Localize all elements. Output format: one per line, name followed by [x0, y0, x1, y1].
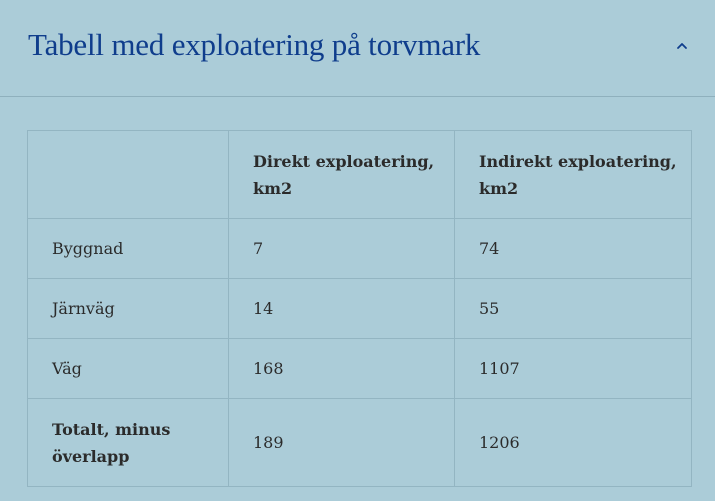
- direct-value: 7: [228, 218, 455, 279]
- direct-value: 14: [228, 278, 455, 339]
- indirect-value: 1107: [454, 338, 692, 399]
- indirect-value: 74: [454, 218, 692, 279]
- indirect-value: 55: [454, 278, 692, 339]
- table-row: Järnväg 14 55: [27, 278, 692, 339]
- direct-value: 168: [228, 338, 455, 399]
- header-cell-empty: [27, 130, 229, 219]
- table-row: Väg 168 1107: [27, 338, 692, 399]
- table-header-row: Direkt exploatering, km2 Indirekt exploa…: [27, 130, 692, 219]
- header-cell-indirect: Indirekt exploatering, km2: [454, 130, 692, 219]
- accordion-title[interactable]: Tabell med exploatering på torvmark: [28, 27, 481, 62]
- row-label: Järnväg: [27, 278, 229, 339]
- chevron-up-icon[interactable]: [672, 38, 692, 54]
- row-label: Byggnad: [27, 218, 229, 279]
- header-cell-direct: Direkt exploatering, km2: [228, 130, 455, 219]
- total-indirect-value: 1206: [454, 398, 692, 487]
- table-row: Byggnad 7 74: [27, 218, 692, 279]
- exploitation-table-container: Direkt exploatering, km2 Indirekt exploa…: [27, 130, 692, 487]
- table-total-row: Totalt, minus överlapp 189 1206: [27, 398, 692, 487]
- total-label: Totalt, minus överlapp: [27, 398, 229, 487]
- row-label: Väg: [27, 338, 229, 399]
- exploitation-table: Direkt exploatering, km2 Indirekt exploa…: [27, 130, 692, 487]
- total-direct-value: 189: [228, 398, 455, 487]
- accordion-header[interactable]: Tabell med exploatering på torvmark: [0, 0, 715, 97]
